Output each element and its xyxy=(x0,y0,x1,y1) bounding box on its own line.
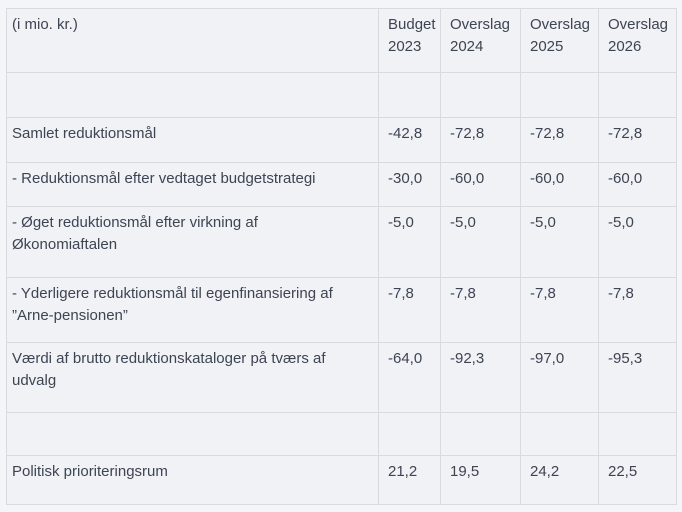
empty-cell xyxy=(440,412,521,456)
unit-label: (i mio. kr.) xyxy=(6,8,379,73)
cell-value: -5,0 xyxy=(598,206,677,278)
spacer-row xyxy=(6,72,677,118)
cell-value: -60,0 xyxy=(598,162,677,207)
column-header-budget-2023: Budget 2023 xyxy=(378,8,441,73)
empty-cell xyxy=(598,412,677,456)
table-row-samlet-reduktionsmaal: Samlet reduktionsmål -42,8 -72,8 -72,8 -… xyxy=(6,117,677,163)
row-label: - Reduktionsmål efter vedtaget budgetstr… xyxy=(6,162,379,207)
cell-value: -5,0 xyxy=(520,206,599,278)
cell-value: -60,0 xyxy=(440,162,521,207)
cell-value: 22,5 xyxy=(598,455,677,505)
cell-value: -30,0 xyxy=(378,162,441,207)
column-header-overslag-2024: Overslag 2024 xyxy=(440,8,521,73)
table-row-yderligere-reduktionsmaal: - Yderligere reduktionsmål til egenfinan… xyxy=(6,277,677,343)
empty-cell xyxy=(520,72,599,118)
cell-value: -7,8 xyxy=(378,277,441,343)
row-label: - Øget reduktionsmål efter virkning af Ø… xyxy=(6,206,379,278)
cell-value: 24,2 xyxy=(520,455,599,505)
cell-value: -5,0 xyxy=(440,206,521,278)
row-label: Politisk prioriteringsrum xyxy=(6,455,379,505)
cell-value: 19,5 xyxy=(440,455,521,505)
cell-value: -64,0 xyxy=(378,342,441,413)
empty-cell xyxy=(598,72,677,118)
empty-cell xyxy=(378,412,441,456)
row-label: Værdi af brutto reduktionskataloger på t… xyxy=(6,342,379,413)
table-row-politisk-prioriteringsrum: Politisk prioriteringsrum 21,2 19,5 24,2… xyxy=(6,455,677,505)
empty-cell xyxy=(440,72,521,118)
cell-value: -60,0 xyxy=(520,162,599,207)
cell-value: -7,8 xyxy=(598,277,677,343)
empty-cell xyxy=(520,412,599,456)
spacer-row xyxy=(6,412,677,456)
empty-cell xyxy=(6,412,379,456)
budget-table: (i mio. kr.) Budget 2023 Overslag 2024 O… xyxy=(6,8,677,505)
column-header-overslag-2025: Overslag 2025 xyxy=(520,8,599,73)
empty-cell xyxy=(378,72,441,118)
table-row-oeget-reduktionsmaal: - Øget reduktionsmål efter virkning af Ø… xyxy=(6,206,677,278)
table-row-reduktionsmaal-budgetstrategi: - Reduktionsmål efter vedtaget budgetstr… xyxy=(6,162,677,207)
table-header-row: (i mio. kr.) Budget 2023 Overslag 2024 O… xyxy=(6,8,677,73)
cell-value: -42,8 xyxy=(378,117,441,163)
cell-value: 21,2 xyxy=(378,455,441,505)
row-label: Samlet reduktionsmål xyxy=(6,117,379,163)
column-header-overslag-2026: Overslag 2026 xyxy=(598,8,677,73)
cell-value: -92,3 xyxy=(440,342,521,413)
cell-value: -5,0 xyxy=(378,206,441,278)
cell-value: -95,3 xyxy=(598,342,677,413)
table-row-vaerdi-brutto-reduktionskataloger: Værdi af brutto reduktionskataloger på t… xyxy=(6,342,677,413)
cell-value: -72,8 xyxy=(598,117,677,163)
cell-value: -72,8 xyxy=(440,117,521,163)
cell-value: -72,8 xyxy=(520,117,599,163)
cell-value: -7,8 xyxy=(520,277,599,343)
row-label: - Yderligere reduktionsmål til egenfinan… xyxy=(6,277,379,343)
empty-cell xyxy=(6,72,379,118)
cell-value: -97,0 xyxy=(520,342,599,413)
cell-value: -7,8 xyxy=(440,277,521,343)
